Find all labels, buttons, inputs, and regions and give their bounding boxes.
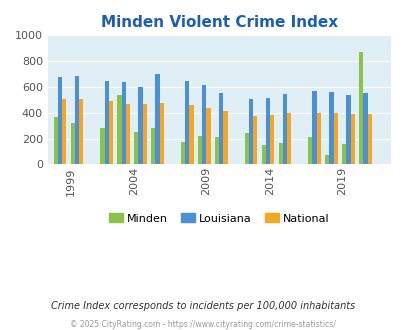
Bar — [214, 137, 219, 164]
Bar — [261, 145, 265, 164]
Bar — [345, 95, 350, 164]
Bar — [312, 91, 316, 164]
Bar — [278, 143, 282, 164]
Bar — [126, 104, 130, 164]
Bar — [185, 81, 189, 164]
Bar — [286, 114, 290, 164]
Bar — [328, 92, 333, 164]
Text: Crime Index corresponds to incidents per 100,000 inhabitants: Crime Index corresponds to incidents per… — [51, 301, 354, 311]
Bar — [53, 116, 58, 164]
Bar — [104, 81, 109, 164]
Bar — [189, 105, 193, 164]
Bar — [75, 76, 79, 164]
Bar — [341, 145, 345, 164]
Bar — [367, 114, 371, 164]
Bar — [202, 85, 206, 164]
Bar — [117, 95, 121, 164]
Bar — [219, 93, 223, 164]
Bar — [100, 128, 104, 164]
Bar — [62, 99, 66, 164]
Bar — [121, 82, 126, 164]
Bar — [362, 93, 367, 164]
Bar — [358, 52, 362, 164]
Bar — [134, 132, 138, 164]
Bar — [197, 136, 202, 164]
Bar — [269, 115, 274, 164]
Bar — [181, 142, 185, 164]
Bar — [316, 113, 320, 164]
Bar — [282, 94, 286, 164]
Bar — [223, 112, 227, 164]
Bar — [324, 155, 328, 164]
Bar — [333, 114, 337, 164]
Bar — [58, 77, 62, 164]
Legend: Minden, Louisiana, National: Minden, Louisiana, National — [104, 209, 333, 228]
Bar — [206, 108, 210, 164]
Bar — [244, 133, 248, 164]
Bar — [79, 99, 83, 164]
Bar — [159, 103, 164, 164]
Bar — [252, 116, 257, 164]
Bar — [143, 104, 147, 164]
Bar — [70, 123, 75, 164]
Bar — [350, 114, 354, 164]
Bar — [138, 87, 143, 164]
Bar — [248, 99, 252, 164]
Bar — [307, 137, 312, 164]
Bar — [151, 128, 155, 164]
Text: © 2025 CityRating.com - https://www.cityrating.com/crime-statistics/: © 2025 CityRating.com - https://www.city… — [70, 320, 335, 329]
Bar — [155, 74, 159, 164]
Bar — [265, 98, 269, 164]
Bar — [109, 101, 113, 164]
Title: Minden Violent Crime Index: Minden Violent Crime Index — [100, 15, 337, 30]
